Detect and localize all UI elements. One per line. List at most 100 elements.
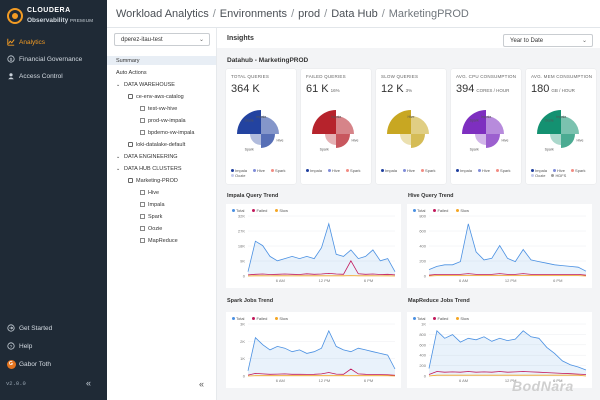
kpi-card[interactable]: AVG. MEM CONSUMPTION 180 GB / HOUR Impala Hi… xyxy=(526,69,596,184)
legend-item: Failed xyxy=(433,316,452,321)
avatar: G xyxy=(6,359,16,369)
rose-slice xyxy=(486,116,504,134)
nav-item-financial-governance[interactable]: $ Financial Governance xyxy=(0,51,107,67)
edition-label: PREMIUM xyxy=(70,18,94,23)
legend-item: Slow xyxy=(456,208,473,213)
arrow-right-circle-icon xyxy=(3,324,19,332)
main-content: Insights Year to Date ⌄ Datahub - Market… xyxy=(217,28,600,400)
rose-label: Spark xyxy=(470,148,479,152)
breadcrumb-item[interactable]: Environments xyxy=(219,7,288,20)
rose-label: Hive xyxy=(576,139,583,143)
nav-item-get-started[interactable]: Get Started xyxy=(0,320,107,336)
nav-item-label: Analytics xyxy=(19,38,46,46)
nav-item-analytics[interactable]: Analytics xyxy=(0,34,107,50)
tree-item[interactable]: Summary xyxy=(107,56,216,65)
version-label: v2.0.0 xyxy=(6,380,26,387)
tree-item[interactable]: test-vw-hive xyxy=(140,104,177,113)
nav-item-label: Financial Governance xyxy=(19,55,83,63)
trend-chart[interactable]: Total Failed Slow 32K 27K 18K 9K 0 6 AM 12 PM 6 PM xyxy=(226,204,401,288)
kpi-value: 394 CORES / HOUR xyxy=(456,83,510,95)
environment-select[interactable]: dperez-itau-test ⌄ xyxy=(114,33,210,46)
insights-bar: Insights Year to Date ⌄ xyxy=(217,28,600,48)
rose-slice xyxy=(411,134,425,148)
legend-item: Failed xyxy=(252,208,271,213)
rose-label: Impala xyxy=(556,115,567,119)
tree-item[interactable]: Auto Actions xyxy=(116,68,147,77)
tree-item-label: Impala xyxy=(148,201,165,208)
collapse-sidebar-icon[interactable]: « xyxy=(86,378,92,388)
tree-section[interactable]: ⌄ DATA HUB CLUSTERS xyxy=(116,164,182,173)
tree-section[interactable]: ⌄ DATA WAREHOUSE xyxy=(116,80,175,89)
y-tick-label: 0 xyxy=(243,274,246,279)
breadcrumb-item[interactable]: Workload Analytics xyxy=(116,7,209,20)
series-area xyxy=(248,223,395,276)
series-line xyxy=(428,330,587,371)
period-value: Year to Date xyxy=(510,37,544,44)
collapse-tree-icon[interactable]: « xyxy=(199,379,205,389)
tree-section[interactable]: ⌄ DATA ENGINEERING xyxy=(116,152,178,161)
tree-item-label: DATA HUB CLUSTERS xyxy=(124,165,182,172)
x-tick-label: 6 AM xyxy=(459,278,468,283)
kpi-card[interactable]: AVG. CPU CONSUMPTION 394 CORES / HOUR Impal… xyxy=(451,69,521,184)
tree-item-label: MapReduce xyxy=(148,237,178,244)
series-line xyxy=(428,374,587,377)
tree-item-label: Marketing-PROD xyxy=(136,177,178,184)
trend-chart[interactable]: Total Failed Slow 1K 800 600 400 200 0 6 AM 12 PM 6… xyxy=(407,312,592,388)
legend-item: Slow xyxy=(275,316,292,321)
y-tick-label: 0 xyxy=(424,374,427,379)
legend-item: Hive xyxy=(553,168,568,173)
tree-item[interactable]: bpdemo-vw-impala xyxy=(140,128,194,137)
kpi-card[interactable]: SLOW QUERIES 12 K 3% Hive Impala Hive Spark xyxy=(376,69,446,184)
y-tick-label: 1K xyxy=(421,322,426,327)
legend-item: Impala xyxy=(381,168,400,173)
trend-chart[interactable]: Total Failed Slow 3K 2K 1K 0 6 AM 12 PM 6 PM xyxy=(226,312,401,388)
tree-item-label: Hive xyxy=(148,189,160,196)
rose-slice xyxy=(537,110,561,134)
legend-item: Spark xyxy=(571,168,588,173)
svg-text:?: ? xyxy=(10,344,13,350)
chart-icon xyxy=(3,38,19,46)
kpi-title: AVG. MEM CONSUMPTION xyxy=(531,74,593,79)
tree-item[interactable]: Hive xyxy=(140,188,159,197)
kpi-title: TOTAL QUERIES xyxy=(231,74,270,79)
tree-item[interactable]: prod-vw-impala xyxy=(140,116,186,125)
rose-label: Spark xyxy=(470,118,479,122)
cloudera-logo[interactable]: CLOUDERA Observability PREMIUM xyxy=(7,6,103,28)
rose-slice xyxy=(312,110,336,134)
kpi-value: 364 K xyxy=(231,83,260,95)
nav-item-access-control[interactable]: Access Control xyxy=(0,68,107,84)
question-circle-icon: ? xyxy=(3,342,19,350)
tree-item[interactable]: Marketing-PROD xyxy=(128,176,178,185)
tree-item[interactable]: Impala xyxy=(140,200,165,209)
nav-item-label: Get Started xyxy=(19,324,53,332)
breadcrumb-item[interactable]: prod xyxy=(298,7,321,20)
tree-item[interactable]: ce-env-aws-catalog xyxy=(128,92,184,101)
nav-item-help[interactable]: ? Help xyxy=(0,338,107,354)
rose-label: Spark xyxy=(245,148,254,152)
legend-item: Oozie xyxy=(231,173,248,178)
line-chart: 1K 800 600 400 200 0 6 AM 12 PM 6 PM xyxy=(419,322,587,383)
rose-slice xyxy=(250,134,261,145)
kpi-card[interactable]: FAILED QUERIES 61 K 16% Impala Hive Spark Impa… xyxy=(301,69,371,184)
page-title: Insights xyxy=(227,35,254,42)
database-icon xyxy=(140,202,145,207)
breadcrumb-item[interactable]: Data Hub xyxy=(331,7,378,20)
x-tick-label: 6 AM xyxy=(276,278,285,283)
tree-item-label: Oozie xyxy=(148,225,163,232)
tree-item-label: prod-vw-impala xyxy=(148,117,186,124)
tree-item[interactable]: Oozie xyxy=(140,224,162,233)
trend-chart[interactable]: Total Failed Slow 800 600 400 200 0 6 AM 12 PM 6 P… xyxy=(407,204,592,288)
kpi-card[interactable]: TOTAL QUERIES 364 K Impala Hive Spark Oozie Im… xyxy=(226,69,296,184)
user-menu[interactable]: G Gabor Toth xyxy=(0,356,107,372)
period-select[interactable]: Year to Date ⌄ xyxy=(503,34,593,47)
dollar-icon: $ xyxy=(3,55,19,63)
folder-icon xyxy=(128,142,133,147)
tree-item[interactable]: Spark xyxy=(140,212,162,221)
tree-item[interactable]: MapReduce xyxy=(140,236,178,245)
legend-item: Slow xyxy=(275,208,292,213)
series-area xyxy=(429,330,586,376)
legend-item: Impala xyxy=(231,168,250,173)
tree-item[interactable]: loki-datalake-default xyxy=(128,140,185,149)
y-tick-label: 27K xyxy=(238,229,245,234)
y-tick-label: 400 xyxy=(419,244,426,249)
